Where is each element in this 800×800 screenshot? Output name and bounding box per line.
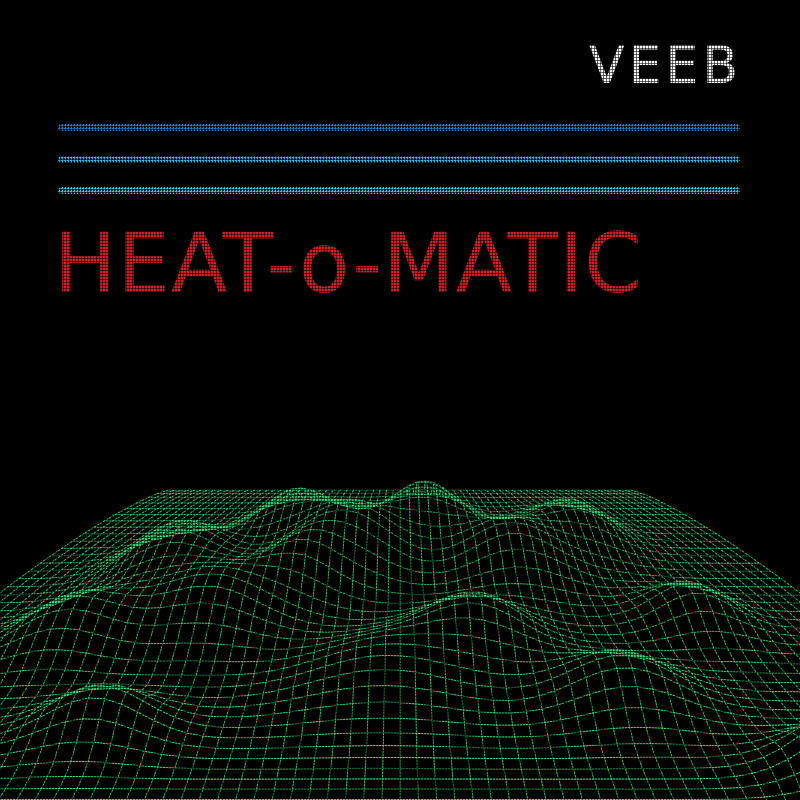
album-cover: VEEB HEAT-o-MATIC	[0, 0, 800, 800]
wireframe-terrain-icon	[0, 479, 800, 800]
